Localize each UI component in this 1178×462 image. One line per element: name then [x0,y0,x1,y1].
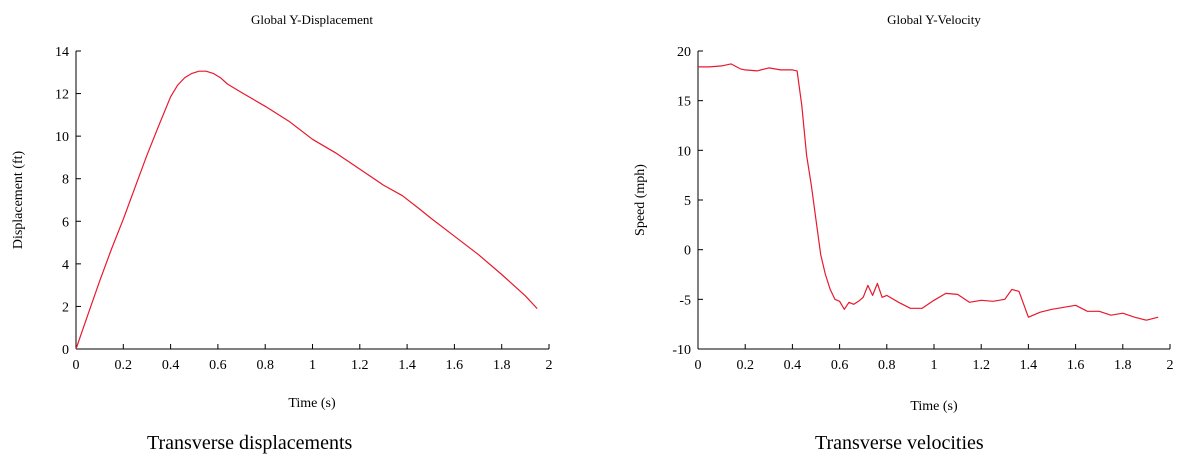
x-tick-label: 2 [1167,358,1174,373]
x-tick-label: 1.6 [1067,358,1085,373]
x-tick-label: 0 [73,358,80,373]
y-tick-label: 12 [55,88,69,103]
y-tick-label: 8 [62,173,69,188]
x-tick-label: 0.2 [115,358,133,373]
x-tick-label: 0.6 [209,358,227,373]
series-line [698,63,1159,321]
x-tick-label: 0.2 [736,358,754,373]
y-tick-label: 2 [62,300,69,315]
y-axis-label: Displacement (ft) [11,150,26,249]
x-tick-label: 1.2 [351,358,369,373]
y-tick-label: 6 [62,215,69,230]
y-axis-label: Speed (mph) [633,164,648,236]
chart-title: Global Y-Displacement [251,12,373,27]
axes [697,51,1170,350]
x-axis-label: Time (s) [910,399,958,414]
ticks: 0 0.2 0.4 0.6 0.8 1 1.2 1.4 1.6 1.8 2 -10 -5 0 5 10 15 20 [672,45,1173,373]
x-tick-label: 1.4 [398,358,416,373]
chart-title: Global Y-Velocity [887,12,981,27]
axes [75,51,549,350]
y-tick-label: 0 [684,244,691,259]
y-tick-label: 10 [55,130,69,145]
x-tick-label: 0.8 [878,358,896,373]
displacement-chart: Global Y-Displacement 0 0.2 0.4 0.6 0.8 1 1.2 1… [11,12,553,411]
x-tick-label: 0 [695,358,702,373]
x-tick-label: 0.8 [256,358,274,373]
x-tick-label: 1.4 [1020,358,1038,373]
x-tick-label: 1.8 [493,358,511,373]
x-tick-label: 1.6 [446,358,464,373]
y-tick-label: -10 [672,343,691,358]
y-tick-label: 10 [677,144,691,159]
y-tick-label: 4 [62,258,69,273]
caption-velocities: Transverse velocities [815,432,984,454]
velocity-chart: Global Y-Velocity 0 0.2 0.4 0.6 0.8 1 1.2 1.4 1.… [633,12,1174,414]
y-tick-label: 14 [55,45,69,60]
y-tick-label: -5 [679,293,691,308]
x-tick-label: 1.8 [1114,358,1132,373]
caption-displacements: Transverse displacements [147,432,353,454]
x-tick-label: 0.4 [784,358,802,373]
x-tick-label: 0.4 [162,358,180,373]
y-tick-label: 5 [684,194,691,209]
series-line [75,70,538,350]
plot-area [698,63,1159,321]
x-tick-label: 1 [309,358,316,373]
ticks: 0 0.2 0.4 0.6 0.8 1 1.2 1.4 1.6 1.8 2 0 2 4 6 8 10 12 14 [55,45,553,373]
x-tick-label: 0.6 [831,358,849,373]
y-tick-label: 15 [677,95,691,110]
x-tick-label: 1 [931,358,938,373]
x-tick-label: 2 [546,358,553,373]
x-tick-label: 1.2 [972,358,990,373]
x-axis-label: Time (s) [288,396,336,411]
y-tick-label: 0 [62,343,69,358]
y-tick-label: 20 [677,45,691,60]
plot-area [75,70,538,350]
